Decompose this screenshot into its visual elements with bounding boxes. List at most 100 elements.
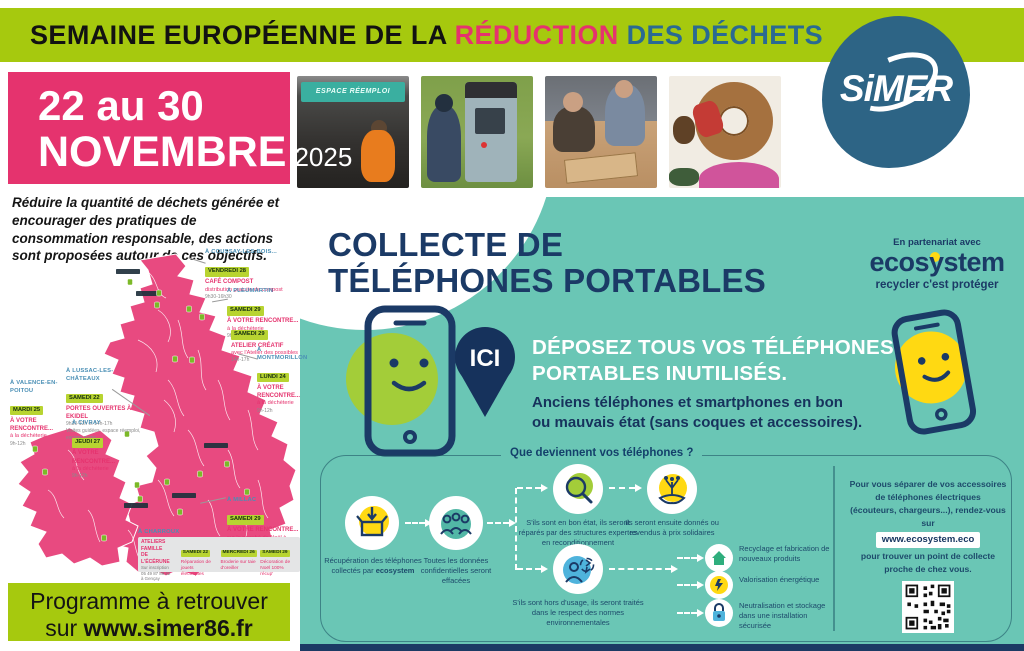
event-place: À MONTMORILLON — [257, 347, 308, 361]
repair-magnifier-icon — [553, 464, 603, 514]
flow-branch-line — [515, 488, 517, 570]
deposit-subtext-line1: Anciens téléphones et smartphones en bon — [532, 394, 843, 411]
bottom-bar — [300, 644, 1024, 651]
flow-outcome-label: Neutralisation et stockage dans une inst… — [739, 601, 826, 630]
deposit-subtext-line2: ou mauvais état (sans coques et accessoi… — [532, 413, 863, 431]
person-figure — [605, 80, 645, 146]
flow-branch-label: S'ils sont hors d'usage, ils seront trai… — [512, 598, 644, 627]
dates-block: 22 au 30 NOVEMBRE 2025 — [8, 72, 352, 184]
event-place: À VALENCE-EN-POITOU — [10, 380, 58, 394]
event-place: À CHARROUX — [138, 529, 180, 535]
banner-suffix: DES DÉCHETS — [618, 20, 824, 50]
photo-reuse-space: ESPACE RÉEMPLOI — [297, 76, 409, 188]
workshop-day-chip: SAMEDI 29 — [260, 549, 290, 557]
family-note: Sur inscription — [141, 565, 169, 570]
flow-step-label: Récupération des téléphones collectés pa… — [323, 556, 423, 576]
map-boundaries — [47, 271, 269, 569]
ecosystem-logo-text: stem — [943, 247, 1006, 277]
event-day-chip: SAMEDI 22 — [66, 393, 103, 404]
event-detail: Visites guidées, espace réemploi, — [66, 428, 141, 435]
accessories-text: de téléphones électriques — [875, 491, 981, 502]
ecosystem-url-link[interactable]: www.ecosystem.eco — [875, 531, 981, 548]
family-workshop: SAMEDI 29 Décoration de Noël 100% récup' — [260, 539, 297, 577]
map-event: À CIVRAY JEUDI 27 À VOTRE RENCONTRE... à… — [72, 420, 126, 480]
ici-pin-label: ICI — [470, 345, 501, 372]
photo-machine-demo — [421, 76, 533, 188]
accessories-panel: Pour vous séparer de vos accessoires de … — [845, 478, 1011, 633]
person-figure — [427, 94, 461, 182]
flow-arrow-icon — [517, 565, 548, 573]
intro-text: Réduire la quantité de déchets générée e… — [12, 195, 280, 264]
event-detail: distribution gratuite de compost — [205, 286, 283, 293]
event-detail: avec l'Atelier des possibles — [231, 349, 298, 356]
flow-arrow-icon — [487, 519, 516, 527]
event-title: PORTES OUVERTES À EKIDEL — [66, 406, 132, 421]
map-pins — [32, 278, 250, 542]
event-time: 14h-17h — [231, 357, 250, 364]
event-title: CAFÉ COMPOST — [205, 279, 254, 286]
dates-month: NOVEMBRE 2025 — [38, 128, 352, 177]
banner-title: SEMAINE EUROPÉENNE DE LA RÉDUCTION DES D… — [30, 8, 823, 62]
flow-outcome-label: Recyclage et fabrication de nouveaux pro… — [739, 544, 830, 563]
family-workshop: MERCREDI 26 Broderie sur taie d'oreiller — [220, 539, 258, 571]
flow-arrow-icon — [677, 554, 704, 562]
pine-branch-figure — [669, 168, 699, 186]
circuit-board-figure — [563, 152, 639, 184]
collect-panel: COLLECTE DE TÉLÉPHONES PORTABLES En part… — [300, 197, 1024, 644]
workshop-day-chip: MERCREDI 26 — [220, 549, 257, 557]
workshop-desc: Noël 100% récup' — [260, 566, 284, 578]
map-event: À VALENCE-EN-POITOU MARDI 25 À VOTRE REN… — [10, 380, 64, 448]
program-line: Programme à retrouver — [30, 588, 268, 614]
ecosystem-y-dot-icon: y — [928, 247, 944, 277]
accessories-text: proche de chez vous. — [884, 563, 972, 574]
simer-logo: SiMER — [822, 16, 970, 168]
photo-repair-workshop — [545, 76, 657, 188]
event-day-chip: JEUDI 27 — [72, 437, 104, 448]
family-workshops-box: ATELIERS FAMILLE DE L'ÉCÉRUNE Sur inscri… — [138, 537, 300, 581]
simer-url-link[interactable]: www.simer86.fr — [83, 615, 253, 641]
data-erase-people-icon — [429, 496, 483, 550]
phone-lifecycle-flow: Que deviennent vos téléphones ? Récupéra… — [320, 447, 1012, 642]
event-title: À VOTRE RENCONTRE... — [257, 385, 301, 400]
deposit-subtext: Anciens téléphones et smartphones en bon… — [532, 393, 862, 433]
environment-treatment-icon — [553, 544, 603, 594]
collect-title-line2: TÉLÉPHONES PORTABLES — [328, 261, 766, 299]
qr-code — [902, 580, 954, 633]
flow-divider — [833, 466, 835, 631]
event-place: À MILLAC — [227, 497, 257, 503]
raffia-figure — [699, 162, 779, 188]
partner-block: En partenariat avec ecosystem recycler c… — [852, 237, 1022, 291]
workshop-day-chip: SAMEDI 22 — [180, 549, 211, 557]
flow-arrow-icon — [609, 484, 642, 492]
event-day-chip: SAMEDI 29 — [227, 514, 264, 525]
partner-pre-text: En partenariat avec — [893, 237, 981, 248]
map-event: À MONTMORILLON LUNDI 24 À VOTRE RENCONTR… — [257, 347, 308, 415]
family-title: ATELIERS FAMILLE — [141, 539, 166, 552]
phone-yellow-smiley-icon — [891, 309, 977, 435]
ici-location-pin-icon: ICI — [455, 327, 515, 417]
energy-recovery-icon — [705, 571, 733, 599]
accessories-text: pour trouver un point de collecte — [860, 550, 996, 561]
event-place: À LUSSAC-LES-CHÂTEAUX — [66, 368, 114, 382]
flow-arrow-icon — [609, 565, 678, 573]
collect-title-line1: COLLECTE DE — [328, 226, 564, 263]
map-event: À COUSSAY-LES-BOIS... VENDREDI 28 CAFÉ C… — [205, 249, 300, 301]
event-detail: à la déchèterie — [10, 433, 47, 440]
flow-step-brand: ecosystem — [375, 565, 415, 575]
event-title: À VOTRE RENCONTRE... — [10, 418, 54, 433]
collect-title: COLLECTE DE TÉLÉPHONES PORTABLES — [328, 227, 766, 298]
flow-outcome-label: Valorisation énergétique — [739, 575, 820, 584]
ecosystem-logo-text: ecos — [869, 247, 929, 277]
safety-vest-figure — [361, 130, 395, 182]
flow-branch-label: Ils seront ensuite donnés ou revendus à … — [625, 518, 719, 537]
event-place: À CIVRAY — [72, 420, 101, 426]
map-shape — [17, 253, 297, 577]
family-place: à Gençay — [141, 576, 160, 582]
person-figure — [553, 92, 595, 152]
map-event: À CHARROUX — [138, 529, 188, 537]
event-place: À COUSSAY-LES-BOIS... — [205, 249, 277, 255]
event-day-chip: SAMEDI 29 — [231, 330, 268, 340]
flow-step-label: Toutes les données confidentielles seron… — [420, 556, 492, 585]
partner-tagline: recycler c'est protéger — [875, 278, 999, 291]
